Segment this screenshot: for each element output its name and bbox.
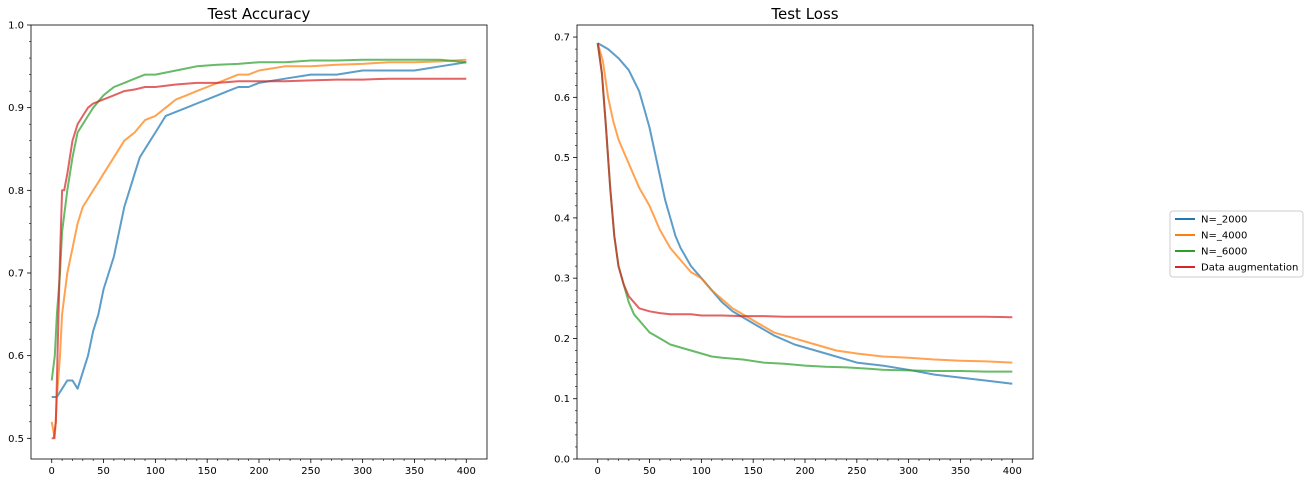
chart-title: Test Accuracy bbox=[207, 5, 311, 23]
axes-frame bbox=[576, 24, 1034, 460]
x-tick-label: 350 bbox=[951, 466, 970, 477]
legend-entry: N=_6000 bbox=[1175, 247, 1247, 258]
x-tick-label: 300 bbox=[899, 466, 918, 477]
series-group bbox=[596, 42, 1013, 385]
y-tick-label: 0.9 bbox=[8, 103, 24, 114]
y-tick-label: 0.6 bbox=[8, 351, 24, 362]
x-tick-label: 400 bbox=[457, 466, 476, 477]
legend-entry: N=_4000 bbox=[1175, 231, 1247, 242]
x-tick-label: 150 bbox=[744, 466, 763, 477]
legend-entry: Data augmentation bbox=[1175, 263, 1298, 274]
legend-label: N=_6000 bbox=[1201, 247, 1247, 258]
x-tick-label: 150 bbox=[198, 466, 217, 477]
y-tick-label: 0.5 bbox=[554, 153, 570, 164]
chart-title: Test Loss bbox=[770, 5, 838, 23]
x-tick-label: 0 bbox=[49, 466, 55, 477]
legend: N=_2000 N=_4000 N=_6000 Data augmentatio… bbox=[1169, 210, 1304, 278]
series-line-n-4000 bbox=[50, 58, 467, 440]
series-line-n-6000 bbox=[50, 58, 467, 381]
x-tick-label: 250 bbox=[301, 466, 320, 477]
x-tick-label: 350 bbox=[405, 466, 424, 477]
x-tick-label: 200 bbox=[249, 466, 268, 477]
legend-label: N=_4000 bbox=[1201, 231, 1247, 242]
series-line-n-2000 bbox=[51, 61, 467, 398]
y-tick-label: 0.4 bbox=[554, 213, 570, 224]
series-group bbox=[50, 58, 467, 440]
y-tick-label: 0.0 bbox=[554, 455, 570, 466]
y-tick-label: 1.0 bbox=[8, 21, 24, 32]
x-tick-label: 250 bbox=[847, 466, 866, 477]
legend-label: N=_2000 bbox=[1201, 215, 1247, 226]
series-line-n-4000 bbox=[596, 42, 1013, 364]
y-tick-label: 0.5 bbox=[8, 434, 24, 445]
x-tick-label: 200 bbox=[795, 466, 814, 477]
y-tick-label: 0.8 bbox=[8, 186, 24, 197]
y-tick-label: 0.7 bbox=[8, 269, 24, 280]
y-tick-label: 0.1 bbox=[554, 394, 570, 405]
x-tick-label: 0 bbox=[595, 466, 601, 477]
x-tick-label: 100 bbox=[146, 466, 165, 477]
x-tick-label: 400 bbox=[1003, 466, 1022, 477]
y-tick-label: 0.6 bbox=[554, 93, 570, 104]
y-tick-label: 0.3 bbox=[554, 274, 570, 285]
series-line-n-2000 bbox=[597, 42, 1013, 385]
series-line-data-augmentation bbox=[51, 77, 467, 440]
x-tick-label: 50 bbox=[97, 466, 110, 477]
legend-entry: N=_2000 bbox=[1175, 215, 1247, 226]
legend-label: Data augmentation bbox=[1201, 263, 1298, 274]
x-tick-label: 50 bbox=[643, 466, 656, 477]
axes-frame bbox=[30, 24, 488, 460]
x-tick-label: 100 bbox=[692, 466, 711, 477]
test-loss-chart: Test Loss 0 50 100 150 200 250 300 350 400 0.0 0.1 0… bbox=[554, 5, 1034, 477]
y-tick-label: 0.2 bbox=[554, 334, 570, 345]
legend-box bbox=[1169, 210, 1304, 278]
y-tick-label: 0.7 bbox=[554, 33, 570, 44]
test-accuracy-chart: Test Accuracy 0 50 100 150 200 250 300 350 400 0.5… bbox=[8, 5, 488, 477]
series-line-n-6000 bbox=[596, 42, 1013, 373]
series-line-data-augmentation bbox=[596, 42, 1013, 319]
x-tick-label: 300 bbox=[353, 466, 372, 477]
